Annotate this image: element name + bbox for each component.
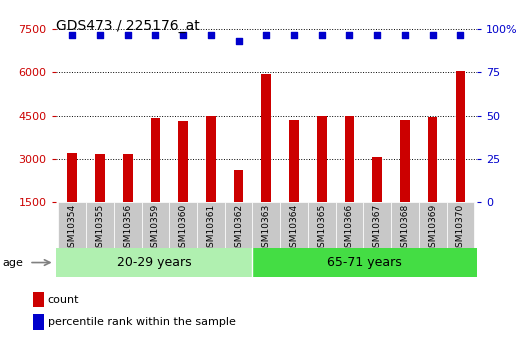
Bar (373, 157, 382, 245)
Bar (308, 202, 335, 248)
Text: GSM10356: GSM10356 (123, 204, 132, 254)
Bar (344, 116, 355, 245)
Bar (206, 116, 216, 245)
Point (401, 32, 409, 37)
Bar (95, 155, 105, 245)
Bar (364, 202, 391, 248)
Point (456, 32, 465, 37)
Bar (197, 202, 225, 248)
Point (207, 32, 215, 37)
Bar (455, 71, 465, 245)
Bar (151, 118, 160, 245)
Point (123, 32, 132, 37)
Point (68, 32, 76, 37)
Point (345, 32, 354, 37)
Text: GSM10362: GSM10362 (234, 204, 243, 253)
Bar (391, 202, 419, 248)
Text: count: count (48, 295, 79, 305)
Bar (234, 170, 243, 245)
Bar (225, 202, 252, 248)
Text: GSM10363: GSM10363 (262, 204, 271, 254)
Point (373, 32, 382, 37)
Bar (56, 248, 252, 277)
Bar (261, 74, 271, 245)
Point (96, 32, 104, 37)
Text: GSM10369: GSM10369 (428, 204, 437, 254)
Text: percentile rank within the sample: percentile rank within the sample (48, 317, 235, 327)
Bar (252, 202, 280, 248)
Bar (67, 153, 77, 245)
Text: GSM10366: GSM10366 (345, 204, 354, 254)
Text: GSM10364: GSM10364 (289, 204, 298, 253)
Text: GSM10355: GSM10355 (95, 204, 104, 254)
Point (234, 39, 243, 44)
Text: age: age (3, 258, 23, 267)
Bar (114, 202, 142, 248)
Text: GSM10368: GSM10368 (401, 204, 410, 254)
Bar (252, 248, 477, 277)
Bar (280, 202, 308, 248)
Text: GSM10359: GSM10359 (151, 204, 160, 254)
Bar (142, 202, 169, 248)
Bar (428, 117, 437, 245)
Bar (317, 116, 326, 245)
Point (290, 32, 298, 37)
Bar (33, 314, 44, 330)
Point (428, 32, 437, 37)
Point (262, 32, 270, 37)
Point (317, 32, 326, 37)
Bar (446, 202, 474, 248)
Bar (335, 202, 364, 248)
Text: GSM10365: GSM10365 (317, 204, 326, 254)
Text: GDS473 / 225176_at: GDS473 / 225176_at (56, 19, 199, 33)
Bar (169, 202, 197, 248)
Bar (58, 202, 86, 248)
Bar (86, 202, 114, 248)
Text: GSM10367: GSM10367 (373, 204, 382, 254)
Bar (178, 121, 188, 245)
Bar (400, 120, 410, 245)
Point (151, 32, 160, 37)
Text: GSM10360: GSM10360 (179, 204, 188, 254)
Bar (289, 120, 299, 245)
Text: GSM10354: GSM10354 (68, 204, 77, 253)
Text: 65-71 years: 65-71 years (327, 256, 402, 269)
Text: 20-29 years: 20-29 years (117, 256, 191, 269)
Text: GSM10361: GSM10361 (206, 204, 215, 254)
Bar (33, 292, 44, 307)
Point (179, 32, 188, 37)
Bar (419, 202, 446, 248)
Bar (123, 155, 132, 245)
Text: GSM10370: GSM10370 (456, 204, 465, 254)
